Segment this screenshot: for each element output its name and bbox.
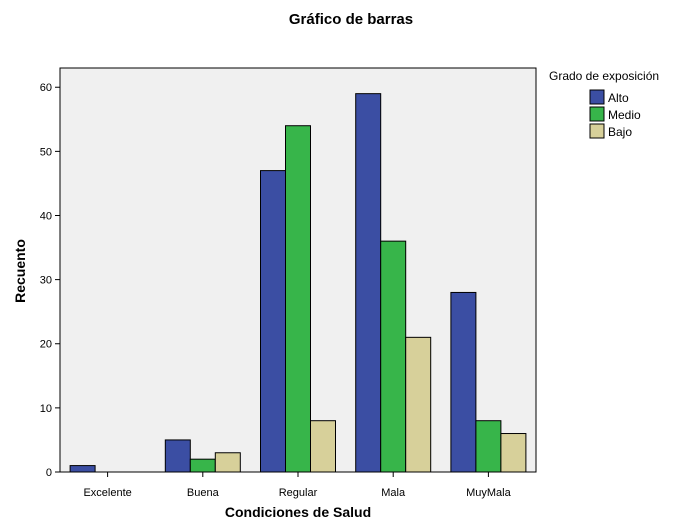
x-tick-label: Buena bbox=[187, 487, 220, 499]
bar bbox=[310, 420, 336, 473]
x-tick-label: Regular bbox=[279, 487, 318, 499]
bar bbox=[214, 452, 241, 473]
bar bbox=[380, 240, 407, 473]
x-axis-title: Condiciones de Salud bbox=[225, 504, 371, 520]
bar bbox=[189, 458, 216, 473]
legend-swatch bbox=[589, 123, 605, 139]
y-axis-title: Recuento bbox=[12, 239, 28, 303]
legend-swatch bbox=[589, 89, 605, 105]
bar bbox=[260, 170, 286, 473]
y-axis: 0 10 20 30 40 50 60 bbox=[40, 82, 60, 479]
y-tick-label: 40 bbox=[40, 210, 52, 222]
y-tick-label: 10 bbox=[40, 403, 52, 415]
bar bbox=[475, 420, 502, 473]
y-tick-label: 50 bbox=[40, 146, 52, 158]
legend-title: Grado de exposición bbox=[549, 69, 659, 83]
x-tick-label: Mala bbox=[381, 487, 406, 499]
legend-label: Alto bbox=[608, 91, 629, 105]
bar bbox=[355, 93, 382, 473]
x-tick-label: Excelente bbox=[83, 487, 131, 499]
bar bbox=[500, 433, 527, 473]
y-tick-label: 60 bbox=[40, 82, 52, 94]
x-axis: Excelente Buena Regular Mala MuyMala bbox=[83, 472, 512, 499]
x-tick-label: MuyMala bbox=[466, 487, 512, 499]
bar bbox=[405, 336, 432, 473]
y-tick-label: 30 bbox=[40, 275, 52, 287]
y-tick-label: 20 bbox=[40, 339, 52, 351]
y-tick-label: 0 bbox=[46, 467, 52, 479]
bar bbox=[285, 125, 311, 473]
legend: Grado de exposición Alto Medio Bajo bbox=[549, 69, 659, 139]
legend-swatch bbox=[589, 106, 605, 122]
bar bbox=[164, 439, 191, 473]
chart-title: Gráfico de barras bbox=[289, 11, 413, 28]
legend-label: Medio bbox=[608, 108, 641, 122]
bar bbox=[450, 291, 477, 473]
bars bbox=[69, 93, 527, 473]
legend-label: Bajo bbox=[608, 125, 632, 139]
bar bbox=[69, 465, 96, 473]
